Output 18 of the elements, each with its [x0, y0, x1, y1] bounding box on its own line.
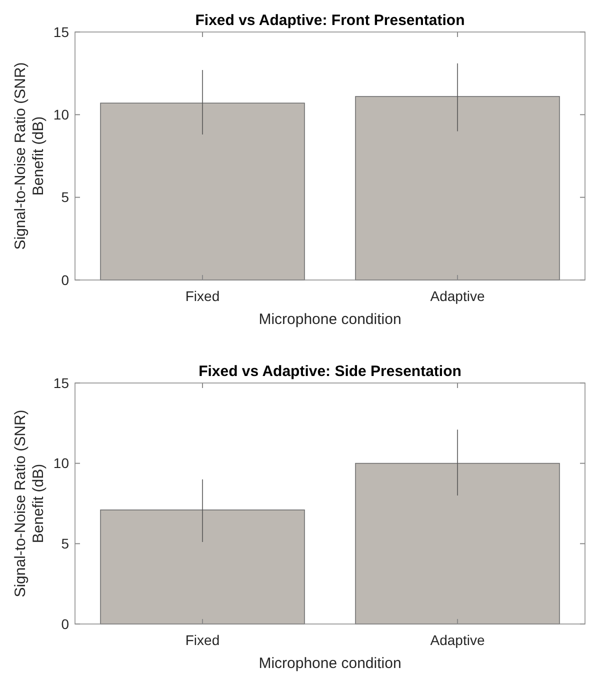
chart-title: Fixed vs Adaptive: Side Presentation — [198, 363, 462, 380]
y-tick-label: 0 — [61, 616, 70, 632]
y-tick-label: 10 — [53, 455, 70, 472]
x-tick-label: Adaptive — [430, 632, 485, 648]
y-tick-label: 15 — [53, 24, 70, 40]
x-tick-label: Fixed — [185, 288, 220, 304]
y-tick-label: 0 — [61, 272, 70, 288]
x-axis-title: Microphone condition — [258, 655, 402, 672]
y-axis-title: Signal-to-Noise Ratio (SNR) Benefit (dB) — [12, 410, 47, 598]
y-axis-title: Signal-to-Noise Ratio (SNR) Benefit (dB) — [12, 62, 47, 250]
y-tick-label: 5 — [61, 189, 70, 206]
y-tick-label: 5 — [61, 536, 70, 552]
y-tick-label: 10 — [53, 106, 70, 123]
chart-title: Fixed vs Adaptive: Front Presentation — [195, 12, 465, 29]
y-tick-label: 15 — [53, 374, 70, 391]
x-tick-label: Fixed — [185, 632, 220, 648]
x-tick-label: Adaptive — [430, 288, 485, 304]
x-axis-title: Microphone condition — [258, 311, 402, 328]
